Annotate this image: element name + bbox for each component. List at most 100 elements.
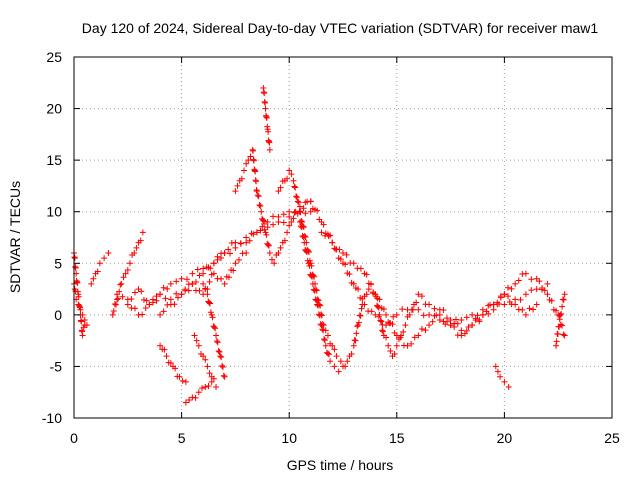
data-point-marker [206,278,213,285]
data-point-marker [556,323,563,330]
data-point-marker [90,275,97,282]
data-point-marker [131,305,138,312]
data-point-marker [320,221,327,228]
data-point-marker [472,315,479,322]
data-point-marker [404,342,411,349]
data-point-marker [337,256,344,263]
data-point-marker [343,251,350,258]
data-point-marker [380,328,387,335]
data-point-marker [117,281,124,288]
x-tick-label: 25 [604,430,620,446]
data-point-marker [411,334,418,341]
data-point-marker [295,199,302,206]
data-point-marker [526,305,533,312]
data-point-marker [160,308,167,315]
data-point-marker [307,198,314,205]
data-point-marker [408,340,415,347]
data-point-marker [221,373,228,380]
chart-title: Day 120 of 2024, Sidereal Day-to-day VTE… [82,20,599,36]
data-point-marker [353,330,360,337]
data-point-marker [399,306,406,313]
data-point-marker [387,347,394,354]
data-point-marker [157,311,164,318]
data-point-marker [232,239,239,246]
data-point-marker [255,193,262,200]
data-point-marker [311,273,318,280]
data-point-marker [164,285,171,292]
data-point-marker [256,202,263,209]
data-point-marker [250,231,257,238]
data-point-marker [359,295,366,302]
data-point-marker [302,210,309,217]
data-point-marker [114,296,121,303]
data-point-marker [504,293,511,300]
data-point-marker [142,304,149,311]
data-point-marker [355,322,362,329]
data-point-marker [335,368,342,375]
data-point-marker [71,255,78,262]
data-point-marker [350,342,357,349]
data-point-marker [299,223,306,230]
data-point-marker [378,318,385,325]
data-point-marker [397,334,404,341]
data-point-marker [202,356,209,363]
data-point-marker [288,219,295,226]
data-point-marker [310,272,317,279]
data-point-marker [458,317,465,324]
data-point-marker [75,293,82,300]
data-point-marker [383,311,390,318]
data-point-marker [402,322,409,329]
data-point-marker [318,229,325,236]
data-point-marker [78,318,85,325]
x-tick-label: 10 [281,430,297,446]
data-point-marker [219,363,226,370]
data-point-marker [559,322,566,329]
data-point-marker [436,317,443,324]
data-point-marker [265,128,272,135]
data-point-marker [131,289,138,296]
data-point-marker [234,182,241,189]
data-point-marker [167,280,174,287]
data-point-marker [182,286,189,293]
x-tick-label: 20 [497,430,513,446]
data-point-marker [440,307,447,314]
data-point-marker [83,322,90,329]
data-point-marker [324,350,331,357]
data-point-marker [504,284,511,291]
data-point-marker [393,332,400,339]
data-point-marker [257,227,264,234]
data-point-marker [250,157,257,164]
data-point-marker [210,375,217,382]
data-point-marker [118,280,125,287]
data-point-marker [173,278,180,285]
x-tick-label: 0 [70,430,78,446]
data-point-marker [193,337,200,344]
data-point-marker [206,299,213,306]
data-point-marker [318,311,325,318]
data-point-marker [501,378,508,385]
data-point-marker [451,324,458,331]
data-point-marker [266,139,273,146]
y-tick-label: 20 [46,101,62,117]
y-tick-label: -10 [42,410,62,426]
data-point-marker [288,171,295,178]
data-point-marker [413,299,420,306]
data-point-marker [512,301,519,308]
data-point-marker [210,260,217,267]
data-point-marker [305,248,312,255]
data-point-marker [192,394,199,401]
data-point-marker [277,184,284,191]
data-point-marker [253,229,260,236]
data-point-marker [331,363,338,370]
data-point-marker [171,301,178,308]
data-point-marker [300,224,307,231]
data-point-marker [553,307,560,314]
data-point-marker [333,353,340,360]
data-point-marker [213,384,220,391]
data-point-marker [415,306,422,313]
data-point-marker [219,362,226,369]
data-point-marker [383,334,390,341]
y-axis-label: SDTVAR / TECUs [7,181,23,293]
data-point-marker [356,312,363,319]
data-point-marker [258,208,265,215]
